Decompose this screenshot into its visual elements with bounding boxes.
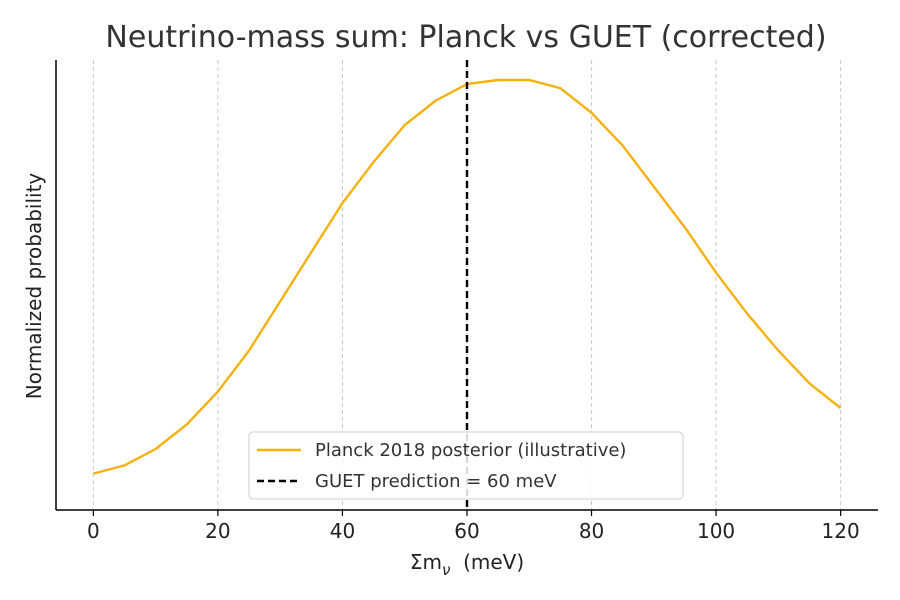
x-axis-label-unit: (meV): [463, 550, 524, 574]
chart-title: Neutrino-mass sum: Planck vs GUET (corre…: [105, 20, 826, 55]
legend-label: GUET prediction = 60 meV: [315, 471, 557, 492]
legend: Planck 2018 posterior (illustrative) GUET…: [248, 431, 684, 500]
x-tick-label: 0: [87, 519, 100, 543]
x-tick-label: 40: [330, 519, 355, 543]
x-axis-label: Σmν (meV): [410, 550, 524, 579]
x-axis-label-sigma: Σm: [410, 550, 442, 574]
legend-box: [248, 431, 684, 500]
x-tick-label: 80: [579, 519, 604, 543]
x-tick-label: 100: [697, 519, 735, 543]
x-tick-label: 120: [822, 519, 860, 543]
x-axis-label-subscript: ν: [442, 561, 450, 579]
y-axis-label: Normalized probability: [22, 173, 46, 400]
x-tick-label: 60: [454, 519, 479, 543]
x-tick-label: 20: [205, 519, 230, 543]
legend-label: Planck 2018 posterior (illustrative): [315, 440, 626, 461]
x-ticks: 0 20 40 60 80 100 120: [87, 510, 860, 543]
